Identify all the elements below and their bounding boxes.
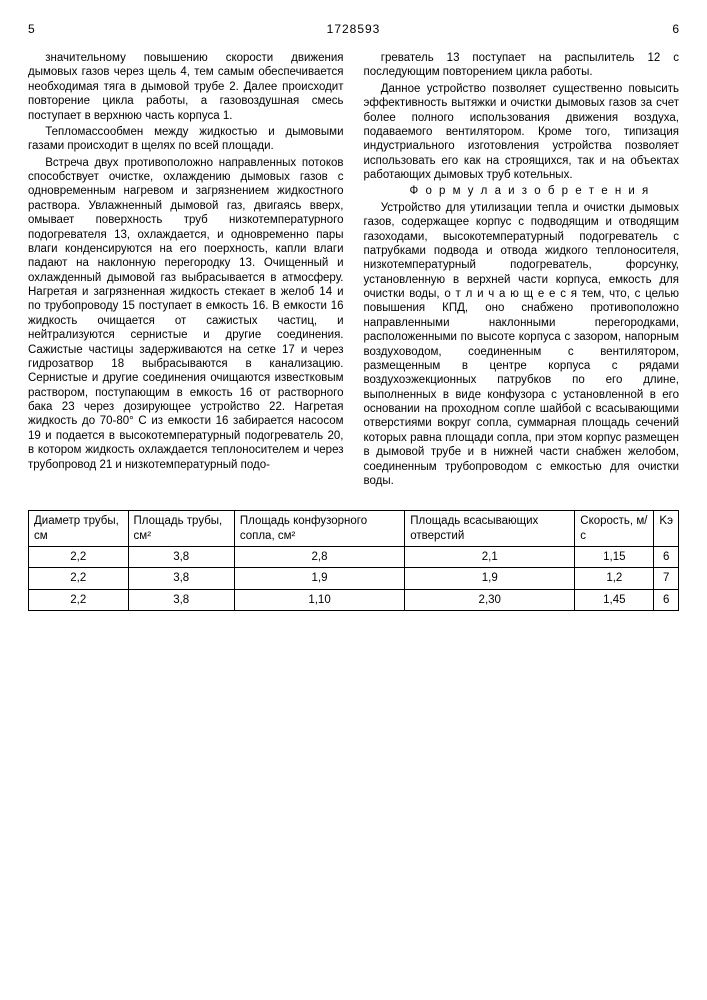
page-left: 5 bbox=[28, 22, 35, 37]
table-row: 2,2 3,8 1,10 2,30 1,45 6 bbox=[29, 589, 679, 610]
col-header: Площадь всасывающих отверстий bbox=[405, 511, 575, 547]
cell: 1,45 bbox=[575, 589, 654, 610]
page-right: 6 bbox=[672, 22, 679, 37]
paragraph: Устройство для утилизации тепла и очистк… bbox=[364, 201, 680, 489]
body-text: значительному повышению скорости движени… bbox=[28, 51, 679, 488]
cell: 3,8 bbox=[128, 568, 234, 589]
cell: 2,2 bbox=[29, 589, 129, 610]
paragraph: Встреча двух противоположно направленных… bbox=[28, 156, 344, 472]
paragraph: греватель 13 поступает на распылитель 12… bbox=[364, 51, 680, 80]
table-row: 2,2 3,8 2,8 2,1 1,15 6 bbox=[29, 547, 679, 568]
cell: 6 bbox=[654, 547, 679, 568]
paragraph: Тепломассообмен между жидкостью и дымовы… bbox=[28, 125, 344, 154]
paragraph: значительному повышению скорости движени… bbox=[28, 51, 344, 123]
paragraph: Данное устройство позволяет существенно … bbox=[364, 82, 680, 183]
cell: 2,2 bbox=[29, 547, 129, 568]
cell: 1,15 bbox=[575, 547, 654, 568]
cell: 1,10 bbox=[234, 589, 404, 610]
table-row: 2,2 3,8 1,9 1,9 1,2 7 bbox=[29, 568, 679, 589]
cell: 2,2 bbox=[29, 568, 129, 589]
cell: 2,30 bbox=[405, 589, 575, 610]
col-header: Диаметр трубы, см bbox=[29, 511, 129, 547]
cell: 2,1 bbox=[405, 547, 575, 568]
table-header-row: Диаметр трубы, см Площадь трубы, см² Пло… bbox=[29, 511, 679, 547]
cell: 3,8 bbox=[128, 589, 234, 610]
formula-heading: Ф о р м у л а и з о б р е т е н и я bbox=[364, 184, 680, 198]
cell: 1,9 bbox=[405, 568, 575, 589]
col-header: Площадь конфузорного сопла, см² bbox=[234, 511, 404, 547]
cell: 6 bbox=[654, 589, 679, 610]
cell: 2,8 bbox=[234, 547, 404, 568]
cell: 1,2 bbox=[575, 568, 654, 589]
col-header: Площадь трубы, см² bbox=[128, 511, 234, 547]
col-header: Скорость, м/с bbox=[575, 511, 654, 547]
cell: 1,9 bbox=[234, 568, 404, 589]
data-table: Диаметр трубы, см Площадь трубы, см² Пло… bbox=[28, 510, 679, 611]
document-number: 1728593 bbox=[35, 22, 673, 37]
cell: 3,8 bbox=[128, 547, 234, 568]
col-header: Kэ bbox=[654, 511, 679, 547]
cell: 7 bbox=[654, 568, 679, 589]
